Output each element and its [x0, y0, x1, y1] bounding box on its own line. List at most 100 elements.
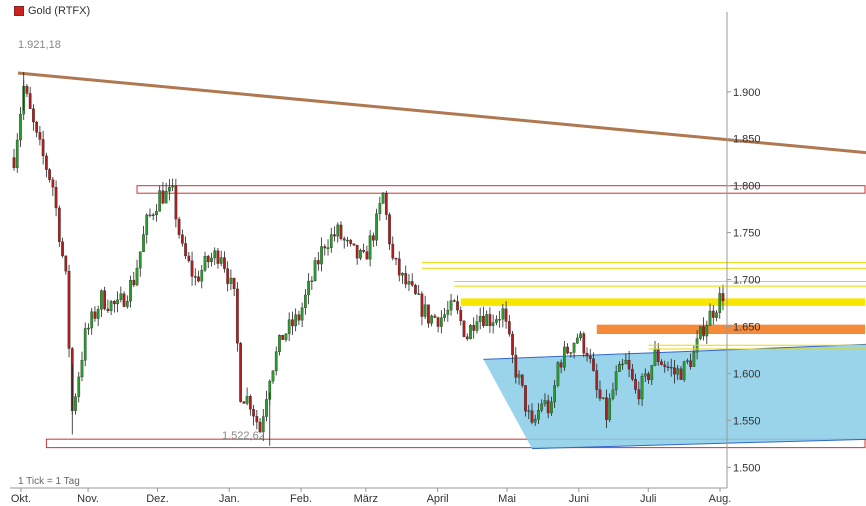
- candle-body: [669, 366, 673, 369]
- candle-body: [77, 376, 81, 397]
- candle-body: [397, 258, 401, 276]
- candle-body: [116, 299, 119, 305]
- candle-body: [676, 368, 680, 375]
- candle: [692, 345, 696, 367]
- candle: [375, 208, 378, 246]
- candle-body: [423, 304, 427, 317]
- candle-body: [180, 234, 184, 244]
- candle: [462, 320, 466, 338]
- candle-body: [475, 321, 479, 331]
- candle-body: [83, 328, 87, 361]
- candle-body: [304, 294, 307, 308]
- candle: [287, 312, 291, 342]
- candle-body: [164, 191, 168, 204]
- candle-body: [592, 358, 595, 371]
- candle-body: [281, 334, 285, 340]
- candle-body: [715, 312, 718, 318]
- candle-body: [566, 346, 569, 354]
- candle: [478, 307, 482, 330]
- candle-body: [323, 246, 327, 249]
- candle-body: [439, 317, 443, 327]
- candle-body: [346, 239, 349, 242]
- candle-body: [585, 352, 589, 357]
- candle: [213, 247, 217, 266]
- candle: [67, 264, 71, 358]
- candle: [135, 259, 139, 287]
- candle: [300, 302, 304, 328]
- candle-body: [239, 343, 242, 402]
- candle: [252, 404, 255, 426]
- x-tick-label: März: [354, 493, 378, 505]
- candle: [404, 265, 408, 289]
- candle-body: [64, 255, 68, 272]
- candle-body: [673, 367, 676, 375]
- candle: [161, 182, 165, 205]
- candle-body: [653, 348, 657, 366]
- candle: [689, 353, 692, 370]
- candle-body: [482, 315, 485, 326]
- candle-body: [511, 333, 514, 356]
- candle: [90, 308, 94, 335]
- candle-body: [660, 361, 663, 365]
- candle-body: [608, 398, 612, 420]
- candle: [669, 358, 673, 377]
- candle: [540, 399, 544, 413]
- candle-body: [689, 360, 692, 367]
- low-price-label: 1.522,62: [222, 430, 265, 442]
- candle-body: [611, 389, 615, 399]
- candle-body: [410, 281, 414, 286]
- candle-body: [168, 187, 171, 192]
- candle-body: [478, 315, 482, 322]
- candle-body: [32, 108, 35, 123]
- candle: [666, 361, 670, 372]
- candle-body: [504, 308, 508, 322]
- candle: [362, 243, 365, 254]
- candle-body: [242, 401, 246, 404]
- candle-body: [145, 214, 149, 235]
- candle: [320, 237, 323, 272]
- candle: [206, 254, 210, 269]
- candle: [171, 178, 174, 192]
- candle: [326, 239, 330, 256]
- candle-body: [517, 374, 521, 378]
- candle: [291, 311, 294, 335]
- candle: [372, 232, 375, 248]
- candle-body: [284, 333, 288, 340]
- candle-body: [87, 327, 90, 330]
- candle-body: [339, 224, 343, 239]
- candle-body: [459, 309, 463, 322]
- chart-legend: Gold (RTFX): [14, 5, 90, 17]
- candle-body: [631, 369, 634, 380]
- candle: [569, 351, 573, 358]
- candle-body: [686, 360, 689, 362]
- candle: [427, 304, 430, 328]
- candle: [242, 401, 246, 404]
- candle: [605, 389, 608, 429]
- candle: [184, 236, 187, 260]
- candle: [517, 370, 521, 385]
- candle-body: [365, 251, 369, 260]
- candle-body: [605, 397, 608, 420]
- candle: [676, 365, 680, 381]
- candle: [197, 270, 200, 283]
- candle-body: [721, 293, 725, 301]
- candle-body: [326, 247, 330, 249]
- candle: [365, 245, 369, 260]
- candle-body: [184, 243, 187, 257]
- candle: [100, 289, 103, 318]
- candle-body: [485, 314, 489, 326]
- candle-body: [501, 308, 505, 320]
- candle: [32, 104, 35, 131]
- candle-body: [352, 243, 356, 246]
- candle: [443, 307, 446, 322]
- candle: [19, 107, 22, 148]
- candle: [378, 196, 382, 221]
- candle: [660, 359, 663, 366]
- high-price-label: 1.921,18: [18, 39, 61, 51]
- candle: [278, 334, 281, 356]
- candle-body: [388, 214, 391, 245]
- candle: [329, 227, 333, 253]
- candle: [103, 286, 106, 311]
- candle: [193, 268, 197, 286]
